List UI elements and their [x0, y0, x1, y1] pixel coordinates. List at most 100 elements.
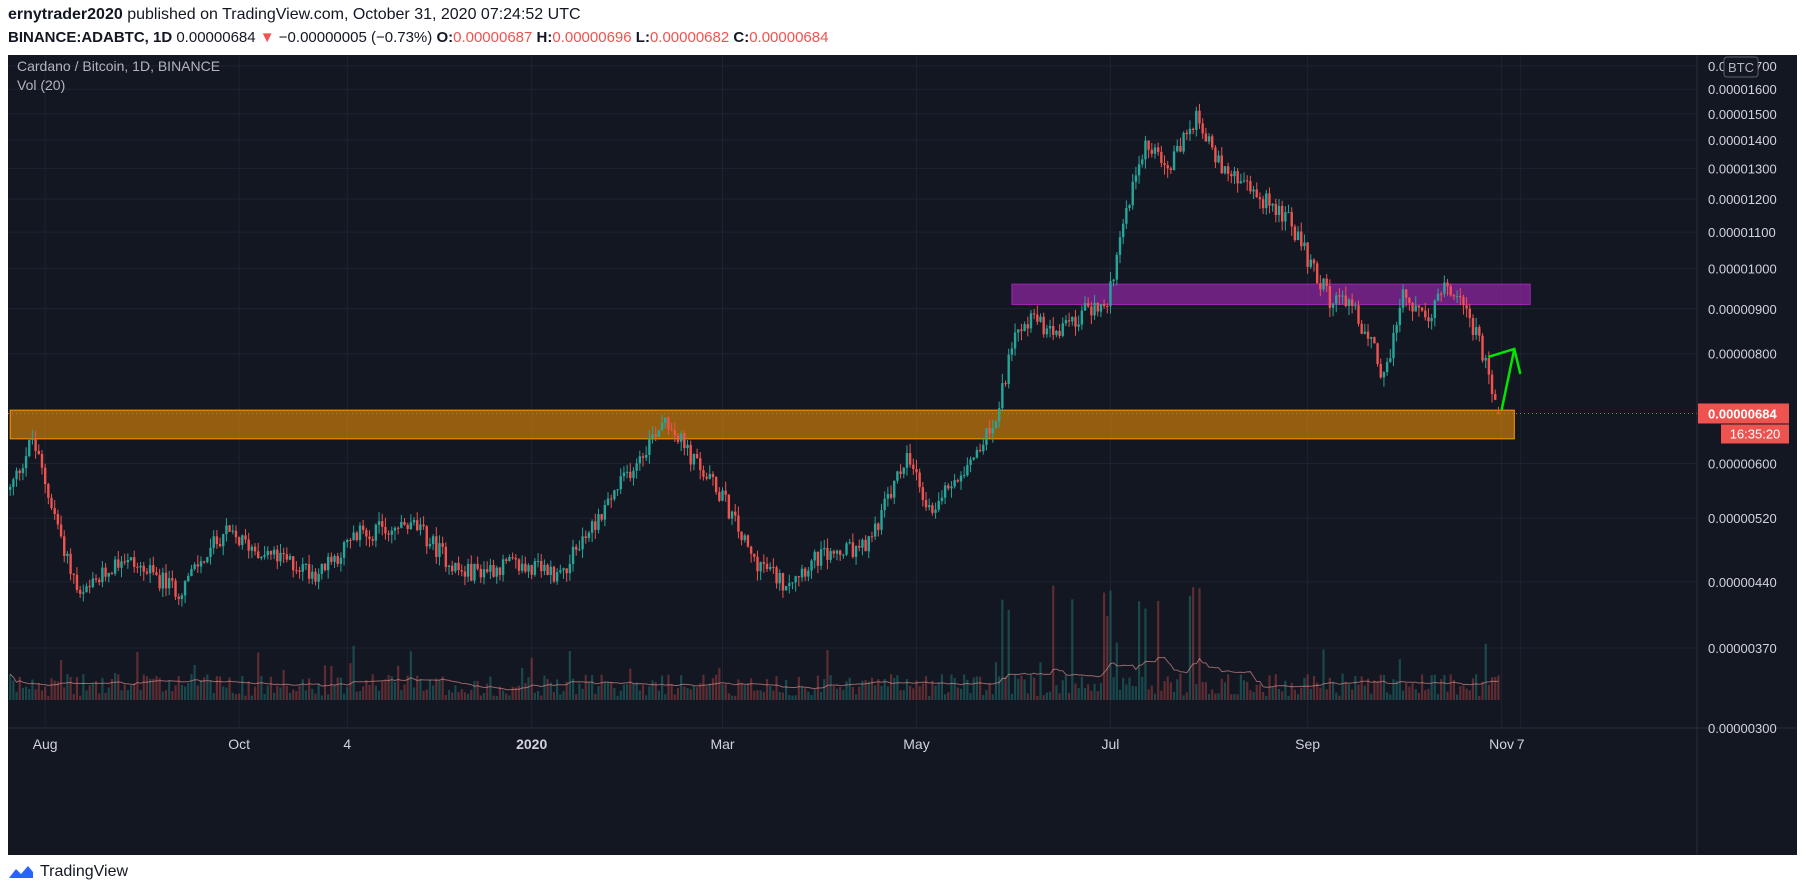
volume-bar [1347, 684, 1351, 700]
volume-bar [482, 693, 486, 700]
volume-bar [1446, 691, 1449, 700]
volume-bar [928, 695, 931, 700]
volume-bar [164, 690, 168, 700]
candle-body [1160, 151, 1163, 164]
time-axis[interactable]: Aug Oct 4 2020 Mar May Jul Sep Nov 7 [33, 736, 1525, 752]
volume-bar [1484, 643, 1487, 700]
volume-bar [34, 689, 37, 700]
candle-body [320, 563, 324, 574]
countdown-badge: 16:35:20 [1721, 424, 1789, 444]
candle-body [1077, 324, 1080, 327]
support-zone[interactable] [9, 409, 1515, 440]
brand-footer[interactable]: TradingView [8, 858, 128, 886]
volume-bar [142, 674, 145, 700]
volume-bar [209, 680, 212, 700]
candle-body [1036, 314, 1039, 322]
volume-bar [486, 683, 489, 700]
volume-bar [870, 677, 874, 700]
candle-body [1424, 310, 1427, 318]
candle-body [924, 500, 928, 508]
candle-body [1449, 286, 1452, 296]
volume-bar [966, 679, 969, 700]
candle-body [1236, 171, 1239, 184]
volume-ma-line [9, 656, 1499, 691]
volume-bar [1338, 695, 1341, 700]
volume-bar [680, 675, 683, 700]
volume-bar [858, 686, 861, 700]
volume-bar [368, 685, 371, 700]
candle-body [155, 572, 158, 576]
volume-bar [15, 691, 18, 700]
volume-bar [1357, 684, 1360, 700]
candle-body [673, 430, 676, 436]
candle-body [8, 486, 12, 490]
time-tick-label: 7 [1517, 736, 1525, 752]
price-tick-label: 0.00001100 [1708, 225, 1776, 240]
candle-body [718, 492, 721, 501]
candle-body [769, 566, 772, 570]
volume-bar [1322, 649, 1325, 700]
volume-bar [234, 694, 238, 700]
candle-body [826, 547, 829, 560]
volume-bar [47, 695, 50, 700]
volume-bar [902, 690, 905, 700]
candle-body [1395, 325, 1398, 333]
candle-body [540, 560, 543, 572]
volume-bar [263, 693, 266, 700]
volume-bar [854, 694, 858, 700]
candle-body [1357, 305, 1360, 324]
candle-body [355, 532, 358, 541]
candle-body [880, 510, 883, 530]
volume-bar [715, 674, 718, 700]
volume-bar [238, 693, 241, 700]
candle-body [533, 561, 537, 575]
price-axis[interactable]: 0.000017000.000016000.000015000.00001400… [1708, 59, 1777, 736]
volume-bar [85, 690, 88, 700]
candle-body [902, 467, 905, 474]
candle-body [342, 542, 346, 558]
volume-bar [1125, 684, 1128, 700]
candle-body [438, 543, 441, 557]
candle-body [1459, 296, 1462, 298]
author-name[interactable]: ernytrader2020 [8, 6, 123, 23]
candle-body [508, 557, 511, 561]
candle-body [384, 526, 387, 534]
volume-bar [689, 689, 692, 700]
candle-body [1376, 343, 1379, 365]
volume-bar [1153, 693, 1157, 700]
candle-body [247, 539, 250, 551]
volume-bar [785, 679, 788, 700]
candle-body [575, 546, 578, 550]
volume-bar [18, 676, 21, 700]
low-value: 0.00000682 [649, 29, 730, 46]
candle-body [854, 545, 858, 557]
volume-bar [695, 687, 699, 700]
candle-body [202, 561, 206, 563]
candle-body [835, 550, 839, 554]
volume-bar [982, 695, 985, 700]
candle-body [441, 543, 444, 547]
candle-body [215, 536, 219, 545]
candle-body [1020, 329, 1023, 331]
candle-body [937, 500, 940, 510]
candle-body [352, 532, 355, 541]
candle-body [1220, 155, 1223, 174]
volume-bar [40, 690, 44, 700]
candle-body [657, 430, 661, 437]
volume-bar [1223, 682, 1227, 700]
candle-body [485, 569, 489, 572]
candle-body [1128, 205, 1131, 208]
volume-bar [1020, 675, 1023, 700]
volume-bar [1220, 678, 1223, 700]
candle-body [403, 521, 406, 525]
candle-body [498, 567, 502, 575]
resistance-zone[interactable] [1011, 283, 1531, 306]
volume-bar [1163, 681, 1166, 700]
candle-body [644, 454, 648, 458]
volume-bar [1017, 678, 1020, 700]
candle-body [699, 458, 702, 471]
candle-body [1156, 147, 1160, 152]
green-arrow[interactable] [1500, 348, 1516, 411]
